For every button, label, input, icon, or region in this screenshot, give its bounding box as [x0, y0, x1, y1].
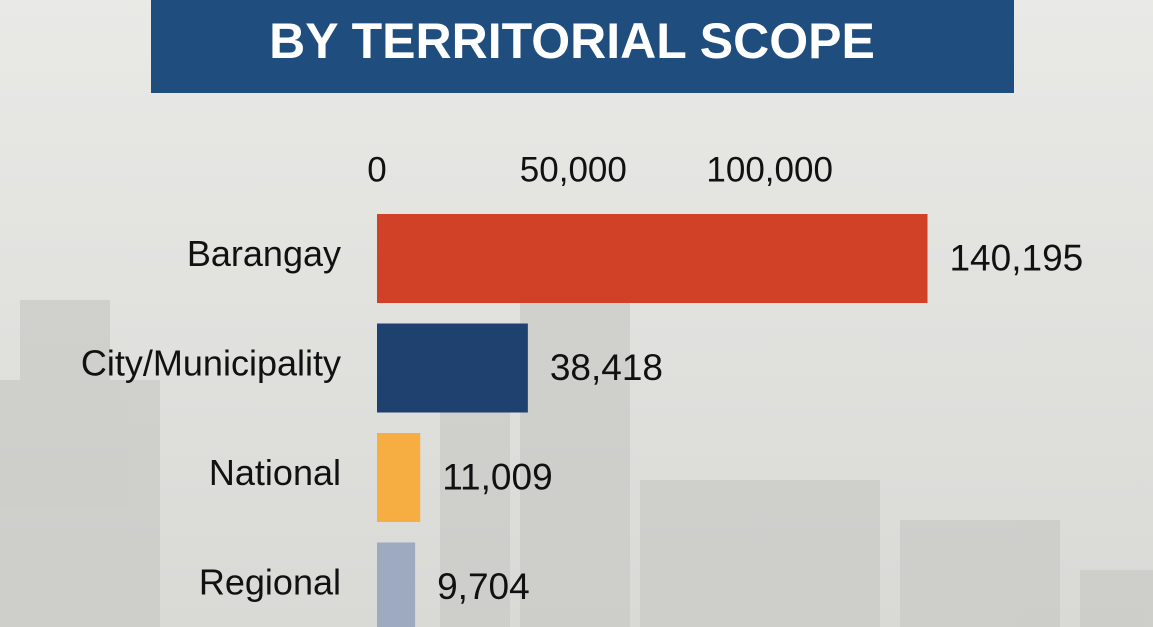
x-tick-label: 50,000 — [520, 150, 627, 189]
y-tick-label: National — [209, 452, 341, 493]
value-label: 11,009 — [442, 456, 552, 497]
y-tick-label: Barangay — [187, 233, 341, 274]
skyline — [0, 300, 1153, 627]
x-tick-label: 100,000 — [706, 150, 833, 189]
title-banner — [151, 0, 1014, 93]
bar — [377, 323, 528, 413]
bar — [377, 433, 421, 522]
value-label: 9,704 — [437, 566, 530, 607]
x-tick-label: 0 — [367, 150, 386, 189]
y-tick-label: Regional — [199, 562, 341, 603]
chart-title: BY TERRITORIAL SCOPE — [269, 13, 875, 69]
value-label: 38,418 — [550, 347, 663, 388]
y-tick-label: City/Municipality — [81, 343, 341, 384]
bar — [377, 542, 416, 627]
value-label: 140,195 — [949, 237, 1083, 278]
bar — [377, 214, 928, 303]
